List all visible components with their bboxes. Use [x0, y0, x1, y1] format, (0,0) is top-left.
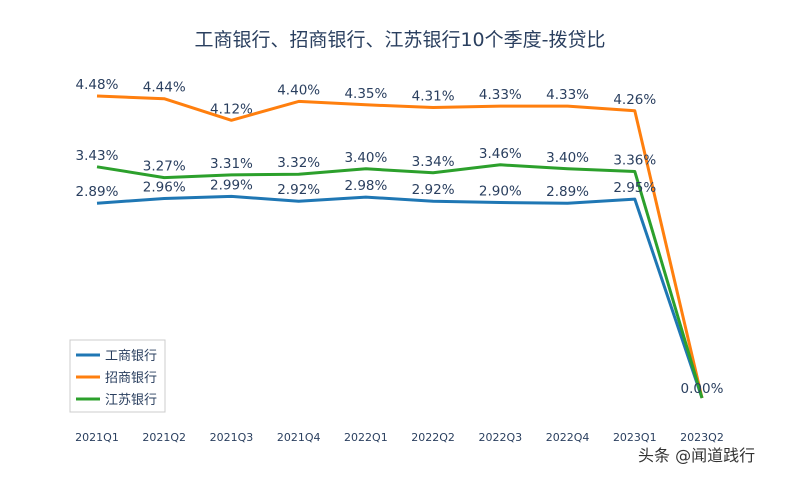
data-label: 3.34% [412, 154, 455, 170]
data-label: 4.26% [613, 92, 656, 108]
data-label: 3.36% [613, 153, 656, 169]
data-label: 2.92% [277, 182, 320, 198]
x-tick-label: 2021Q4 [277, 431, 321, 444]
data-label: 3.32% [277, 155, 320, 171]
x-tick-label: 2022Q4 [546, 431, 590, 444]
x-tick-label: 2021Q3 [210, 431, 254, 444]
data-label: 4.48% [76, 77, 119, 93]
data-label: 3.40% [546, 150, 589, 166]
data-label: 2.96% [143, 179, 186, 195]
x-tick-label: 2023Q1 [613, 431, 657, 444]
x-tick-label: 2022Q1 [344, 431, 388, 444]
data-label: 4.33% [546, 87, 589, 103]
data-label: 4.44% [143, 80, 186, 96]
x-tick-label: 2022Q2 [411, 431, 455, 444]
data-label: 2.95% [613, 180, 656, 196]
x-tick-label: 2021Q2 [142, 431, 186, 444]
series-line-2 [96, 163, 704, 399]
data-label: 3.46% [479, 146, 522, 162]
series-line-1 [96, 94, 704, 399]
x-tick-label: 2022Q3 [479, 431, 523, 444]
data-label: 3.31% [210, 156, 253, 172]
legend-label: 工商银行 [105, 349, 157, 364]
data-label: 2.92% [412, 182, 455, 198]
data-label: 3.27% [143, 159, 186, 175]
data-label: 2.98% [344, 178, 387, 194]
x-tick-label: 2023Q2 [680, 431, 724, 444]
x-tick-label: 2021Q1 [75, 431, 119, 444]
data-label: 2.89% [546, 184, 589, 200]
x-axis-ticks: 2021Q1 2021Q2 2021Q3 2021Q4 2022Q1 2022Q2 2022… [75, 431, 724, 444]
data-label: 4.35% [344, 86, 387, 102]
series-lines [96, 94, 704, 399]
legend-label: 江苏银行 [105, 392, 157, 408]
data-labels: 2.89% 2.96% 2.99% 2.92% 2.98% 2.92% 2.90% 2.89%… [76, 77, 724, 397]
data-label: 2.99% [210, 177, 253, 193]
data-label: 2.89% [76, 184, 119, 200]
data-label: 4.12% [210, 101, 253, 117]
data-label: 0.00% [681, 381, 724, 397]
data-label: 3.40% [344, 150, 387, 166]
data-label: 4.40% [277, 82, 320, 98]
data-label: 2.90% [479, 184, 522, 200]
legend-label: 招商银行 [105, 371, 157, 386]
watermark: 头条 @闻道践行 [638, 446, 755, 465]
data-label: 4.31% [412, 88, 455, 104]
chart-title: 工商银行、招商银行、江苏银行10个季度-拨贷比 [194, 29, 605, 51]
series-line-0 [96, 194, 704, 399]
data-label: 3.43% [76, 148, 119, 164]
data-label: 4.33% [479, 87, 522, 103]
